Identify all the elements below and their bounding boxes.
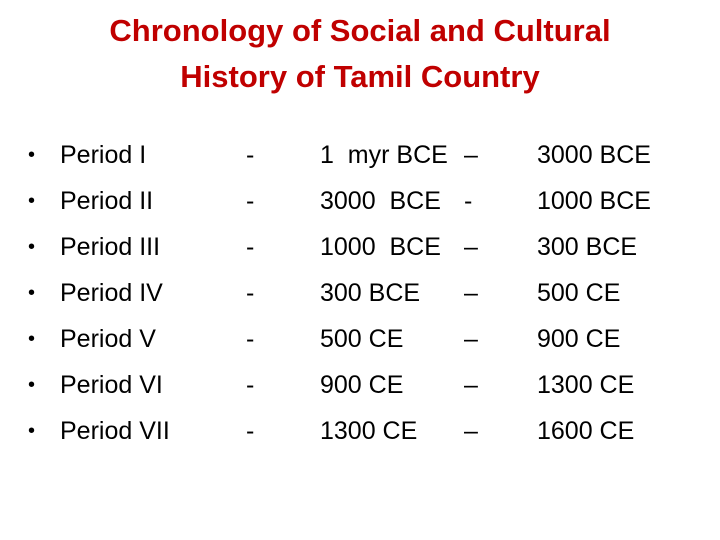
bullet-icon: • [28, 328, 36, 350]
range-dash: – [464, 141, 478, 169]
bullet-icon: • [28, 190, 36, 212]
bullet-icon: • [28, 374, 36, 396]
period-label: Period II [60, 187, 154, 215]
period-end: 1000 BCE [537, 187, 651, 215]
period-end: 1600 CE [537, 417, 635, 445]
separator: - [246, 279, 255, 307]
period-label: Period VII [60, 417, 170, 445]
range-dash: – [464, 233, 478, 261]
period-row: • Period VI - 900 CE – 1300 CE [0, 362, 720, 408]
separator: - [246, 141, 255, 169]
period-row: • Period II - 3000 BCE - 1000 BCE [0, 178, 720, 224]
period-row: • Period I - 1 myr BCE – 3000 BCE [0, 132, 720, 178]
period-end: 900 CE [537, 325, 621, 353]
range-dash: – [464, 325, 478, 353]
period-label: Period III [60, 233, 161, 261]
period-start: 500 CE [320, 325, 404, 353]
period-row: • Period III - 1000 BCE – 300 BCE [0, 224, 720, 270]
bullet-icon: • [28, 144, 36, 166]
period-list: • Period I - 1 myr BCE – 3000 BCE • Peri… [0, 132, 720, 454]
separator: - [246, 233, 255, 261]
separator: - [246, 187, 255, 215]
period-label: Period IV [60, 279, 163, 307]
range-dash: – [464, 417, 478, 445]
period-start: 900 CE [320, 371, 404, 399]
range-dash: - [464, 187, 473, 215]
period-end: 500 CE [537, 279, 621, 307]
separator: - [246, 371, 255, 399]
period-start: 300 BCE [320, 279, 421, 307]
bullet-icon: • [28, 282, 36, 304]
range-dash: – [464, 371, 478, 399]
period-end: 1300 CE [537, 371, 635, 399]
period-end: 3000 BCE [537, 141, 651, 169]
period-row: • Period V - 500 CE – 900 CE [0, 316, 720, 362]
period-label: Period I [60, 141, 147, 169]
period-label: Period VI [60, 371, 163, 399]
bullet-icon: • [28, 420, 36, 442]
period-end: 300 BCE [537, 233, 638, 261]
title-line-1: Chronology of Social and Cultural [109, 13, 611, 48]
period-start: 3000 BCE [320, 187, 441, 215]
period-row: • Period VII - 1300 CE – 1600 CE [0, 408, 720, 454]
period-label: Period V [60, 325, 156, 353]
period-row: • Period IV - 300 BCE – 500 CE [0, 270, 720, 316]
separator: - [246, 325, 255, 353]
title-line-2: History of Tamil Country [180, 59, 540, 94]
range-dash: – [464, 279, 478, 307]
slide-title: Chronology of Social and Cultural Histor… [0, 8, 720, 100]
bullet-icon: • [28, 236, 36, 258]
period-start: 1000 BCE [320, 233, 441, 261]
period-start: 1 myr BCE [320, 141, 448, 169]
separator: - [246, 417, 255, 445]
period-start: 1300 CE [320, 417, 418, 445]
